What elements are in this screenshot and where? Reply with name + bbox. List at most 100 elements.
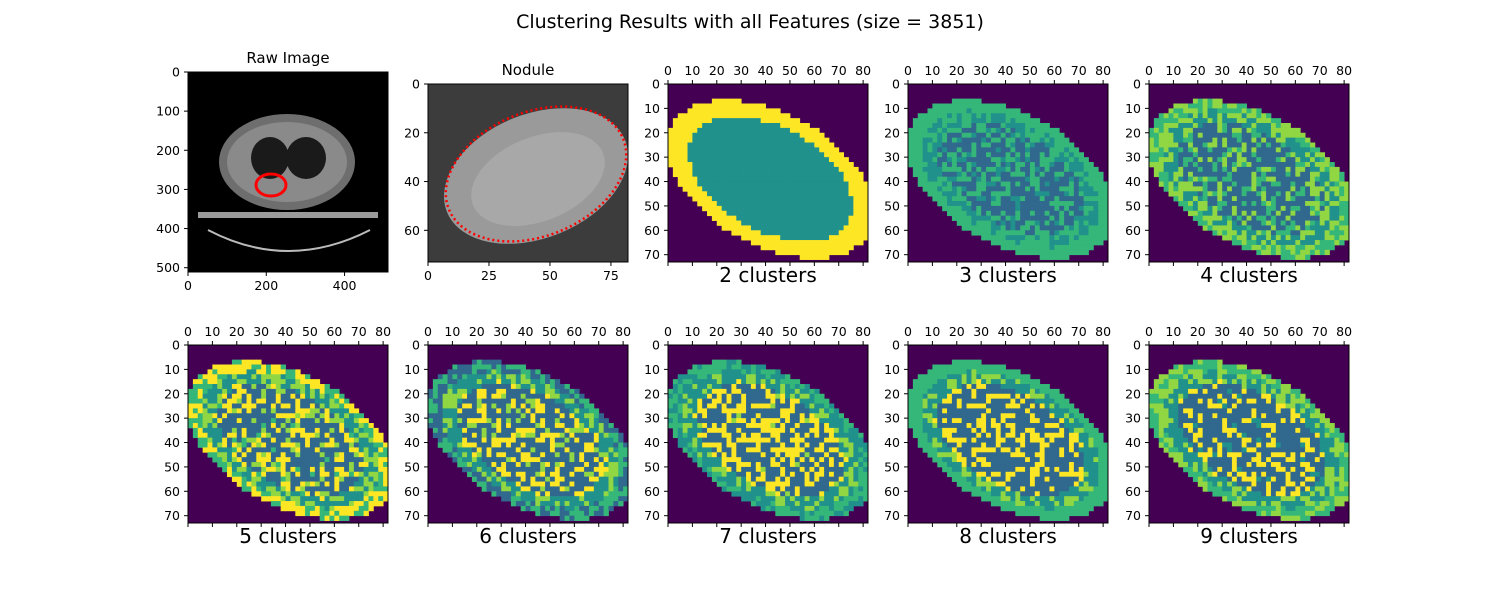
cluster-cell — [804, 181, 810, 187]
cluster-cell — [1015, 220, 1021, 226]
cluster-cell — [1246, 220, 1252, 226]
cluster-cell — [515, 379, 522, 385]
cluster-cell — [976, 118, 982, 124]
cluster-cell — [290, 423, 296, 429]
cluster-cell — [1212, 162, 1218, 168]
cluster-cell — [501, 447, 507, 453]
cluster-cell — [995, 176, 1002, 182]
cluster-cell — [765, 176, 771, 182]
cluster-cell — [1202, 118, 1208, 124]
cluster-cell — [794, 201, 801, 207]
y-tick-label: 40 — [644, 174, 660, 189]
cluster-cell — [540, 398, 546, 404]
cluster-cell — [525, 388, 531, 395]
cluster-cell — [1039, 181, 1045, 187]
cluster-cell — [212, 442, 218, 448]
cluster-cell — [951, 98, 958, 104]
cluster-cell — [344, 515, 350, 521]
cluster-cell — [755, 220, 762, 226]
cluster-cell — [702, 118, 708, 124]
cluster-cell — [843, 249, 849, 256]
cluster-cell — [373, 462, 379, 468]
cluster-cell — [353, 481, 360, 487]
cluster-cell — [207, 403, 213, 409]
cluster-cell — [971, 98, 977, 104]
cluster-cell — [833, 166, 840, 173]
cluster-cell — [373, 457, 379, 463]
cluster-cell — [1188, 132, 1194, 139]
cluster-cell — [510, 384, 517, 390]
cluster-cell — [1064, 196, 1070, 202]
cluster-cell — [1231, 196, 1238, 202]
cluster-cell — [256, 442, 262, 448]
cluster-cell — [682, 166, 688, 173]
cluster-cell — [275, 418, 282, 424]
cluster-cell — [329, 496, 335, 502]
cluster-cell — [368, 442, 374, 448]
y-tick-label: 30 — [1125, 150, 1141, 165]
cluster-cell — [515, 384, 522, 390]
cluster-cell — [986, 157, 992, 163]
cluster-cell — [1049, 186, 1055, 192]
cluster-cell — [1173, 127, 1179, 134]
cluster-cell — [682, 137, 688, 143]
cluster-cell — [721, 113, 727, 119]
cluster-cell — [1207, 191, 1213, 197]
cluster-cell — [368, 423, 374, 429]
cluster-cell — [1207, 201, 1213, 207]
cluster-cell — [809, 171, 815, 178]
cluster-cell — [1083, 196, 1089, 202]
cluster-cell — [1202, 181, 1208, 187]
cluster-cell — [520, 491, 526, 497]
cluster-cell — [731, 191, 737, 197]
cluster-cell — [971, 220, 977, 226]
cluster-cell — [750, 171, 757, 178]
cluster-cell — [794, 230, 801, 236]
cluster-cell — [966, 98, 972, 104]
cluster-cell — [990, 215, 997, 221]
cluster-cell — [1029, 249, 1036, 256]
cluster-cell — [467, 471, 473, 478]
cluster-cell — [348, 486, 355, 492]
cluster-cell — [1093, 210, 1099, 217]
cluster-cell — [833, 215, 840, 221]
cluster-cell — [1000, 230, 1006, 236]
cluster-cell — [1334, 210, 1340, 217]
cluster-cell — [623, 442, 629, 448]
cluster-cell — [932, 162, 938, 168]
cluster-cell — [1163, 118, 1169, 124]
cluster-cell — [1295, 137, 1301, 143]
cluster-cell — [824, 162, 830, 168]
cluster-cell — [358, 496, 365, 502]
cluster-cell — [212, 369, 218, 375]
cluster-cell — [755, 196, 762, 202]
x-tick-label: 0 — [184, 324, 192, 339]
x-tick-label: 10 — [204, 324, 220, 339]
cluster-cell — [1158, 118, 1165, 124]
cluster-cell — [202, 374, 208, 380]
cluster-cell — [765, 191, 771, 197]
cluster-cell — [491, 462, 497, 468]
cluster-cell — [780, 147, 786, 153]
cluster-cell — [1025, 240, 1031, 246]
cluster-cell — [1305, 191, 1311, 197]
cluster-cell — [588, 471, 595, 478]
cluster-cell — [750, 118, 757, 124]
cluster-cell — [819, 162, 825, 168]
cluster-cell — [501, 466, 507, 473]
cluster-cell — [770, 123, 776, 129]
cluster-cell — [300, 423, 306, 429]
cluster-cell — [1098, 176, 1104, 182]
cluster-cell — [1073, 196, 1080, 202]
cluster-cell — [241, 374, 247, 380]
cluster-cell — [506, 437, 512, 443]
cluster-cell — [251, 364, 257, 370]
cluster-cell — [804, 191, 810, 197]
cluster-cell — [227, 442, 233, 448]
cluster-cell — [515, 471, 522, 478]
cluster-cell — [1183, 176, 1189, 182]
cluster-cell — [510, 437, 517, 443]
cluster-cell — [305, 491, 311, 497]
cluster-cell — [266, 398, 272, 404]
x-tick-label: 10 — [924, 63, 940, 78]
